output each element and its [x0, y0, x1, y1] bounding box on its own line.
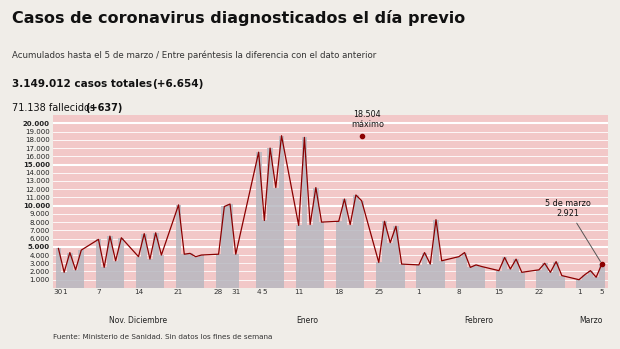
Text: Casos de coronavirus diagnosticados el día previo: Casos de coronavirus diagnosticados el d… [12, 10, 466, 27]
Bar [141, 233, 147, 288]
Bar [319, 222, 324, 288]
Bar [95, 239, 101, 288]
Text: Marzo: Marzo [578, 316, 602, 325]
Text: Acumulados hasta el 5 de marzo / Entre paréntesis la diferencia con el dato ante: Acumulados hasta el 5 de marzo / Entre p… [12, 51, 376, 60]
Bar [388, 243, 393, 288]
Bar [376, 262, 382, 288]
Bar [393, 226, 399, 288]
Bar [56, 248, 61, 288]
Bar [439, 261, 445, 288]
Text: 18.504
máximo: 18.504 máximo [351, 110, 384, 129]
Text: Nov. Diciembre: Nov. Diciembre [110, 316, 167, 325]
Bar [73, 270, 79, 288]
Bar [456, 257, 462, 288]
Bar [599, 264, 604, 288]
Bar [347, 225, 353, 288]
Bar [182, 254, 187, 288]
Bar [427, 264, 433, 288]
Bar [576, 280, 582, 288]
Bar [536, 270, 542, 288]
Bar [479, 267, 485, 288]
Bar [159, 255, 164, 288]
Bar [227, 204, 233, 288]
Bar [542, 263, 547, 288]
Bar [308, 225, 313, 288]
Bar [496, 271, 502, 288]
Bar [513, 259, 519, 288]
Bar [136, 257, 141, 288]
Bar [462, 253, 467, 288]
Text: (+6.654): (+6.654) [152, 79, 203, 89]
Bar [221, 207, 227, 288]
Text: 5 de marzo
2.921: 5 de marzo 2.921 [544, 199, 600, 261]
Bar [382, 221, 388, 288]
Bar [473, 265, 479, 288]
Bar [553, 262, 559, 288]
Bar [593, 277, 599, 288]
Bar [422, 253, 427, 288]
Bar [101, 267, 107, 288]
Bar [216, 254, 221, 288]
Bar [233, 254, 239, 288]
Bar [118, 238, 124, 288]
Bar [175, 205, 182, 288]
Bar [273, 187, 278, 288]
Bar [559, 276, 565, 288]
Bar [519, 272, 525, 288]
Bar [107, 236, 113, 288]
Bar [262, 221, 267, 288]
Text: Fuente: Ministerio de Sanidad. Sin datos los fines de semana: Fuente: Ministerio de Sanidad. Sin datos… [53, 334, 272, 340]
Bar [79, 250, 84, 288]
Bar [359, 201, 365, 288]
Bar [342, 199, 347, 288]
Bar [296, 225, 301, 288]
Bar [278, 136, 285, 288]
Bar [433, 220, 439, 288]
Bar [353, 195, 359, 288]
Bar [508, 269, 513, 288]
Bar [256, 152, 262, 288]
Bar [313, 187, 319, 288]
Bar [301, 138, 308, 288]
Bar [336, 221, 342, 288]
Bar [67, 253, 73, 288]
Text: 3.149.012 casos totales: 3.149.012 casos totales [12, 79, 156, 89]
Text: 71.138 fallecidos: 71.138 fallecidos [12, 103, 99, 113]
Bar [187, 253, 193, 288]
Bar [61, 272, 67, 288]
Text: Enero: Enero [296, 316, 318, 325]
Bar [113, 261, 118, 288]
Bar [502, 258, 508, 288]
Bar [193, 257, 198, 288]
Bar [416, 265, 422, 288]
Bar [588, 271, 593, 288]
Bar [582, 275, 588, 288]
Bar [467, 267, 473, 288]
Bar [147, 259, 153, 288]
Bar [399, 264, 404, 288]
Bar [267, 148, 273, 288]
Bar [547, 272, 553, 288]
Text: (+637): (+637) [86, 103, 123, 113]
Bar [198, 255, 205, 288]
Bar [153, 233, 159, 288]
Text: Febrero: Febrero [464, 316, 494, 325]
